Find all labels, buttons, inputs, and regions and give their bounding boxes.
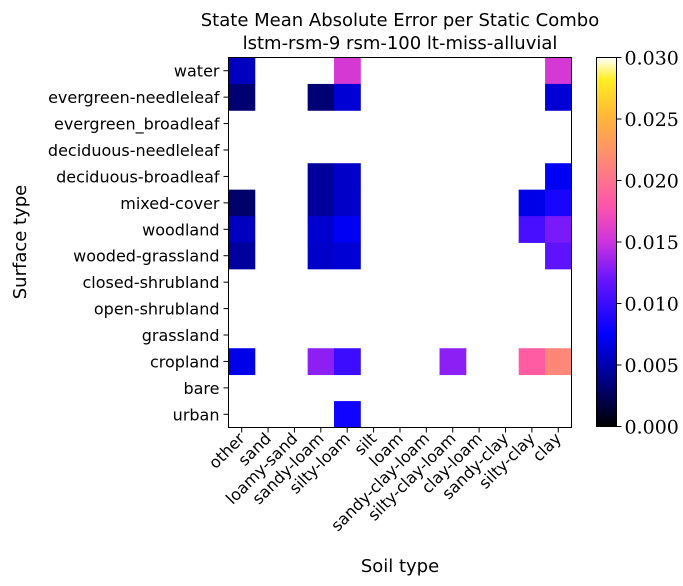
heatmap-cell (334, 242, 361, 270)
colorbar-tick-label: 0.010 (625, 294, 679, 316)
heatmap-cell (545, 83, 572, 111)
colorbar-ticks: 0.000 0.005 0.010 0.015 0.020 0.025 0.030 (616, 48, 679, 439)
heatmap-cell (228, 348, 256, 376)
colorbar-tick-label: 0.020 (625, 171, 679, 193)
y-tick-label: urban (173, 405, 220, 424)
y-tick-label: evergreen_broadleaf (54, 115, 220, 135)
heatmap-cell (307, 242, 335, 270)
colorbar (596, 57, 617, 427)
heatmap-cells (228, 57, 572, 428)
colorbar-tick-label: 0.015 (625, 232, 679, 254)
y-tick-label: grassland (142, 326, 220, 345)
heatmap-cell (334, 57, 361, 85)
x-tick-label: clay (529, 429, 565, 465)
y-tick-label: wooded-grassland (73, 247, 219, 266)
y-tick-label: deciduous-needleleaf (48, 141, 220, 160)
heatmap-cell (545, 216, 572, 243)
heatmap-cell (334, 83, 361, 111)
colorbar-tick-label: 0.030 (625, 48, 679, 70)
heatmap-cell (334, 216, 361, 243)
heatmap-cell (334, 163, 361, 191)
heatmap-cell (334, 348, 361, 376)
heatmap-cell (334, 401, 361, 428)
y-tick-label: closed-shrubland (82, 273, 219, 292)
colorbar-tick-label: 0.000 (625, 417, 679, 439)
heatmap-cell (228, 189, 256, 217)
heatmap-cell (307, 216, 335, 243)
x-axis-label: Soil type (361, 556, 439, 577)
y-tick-label: water (174, 62, 220, 81)
chart-subtitle: lstm-rsm-9 rsm-100 lt-miss-alluvial (243, 33, 558, 54)
heatmap-cell (228, 57, 256, 85)
heatmap-cell (228, 216, 256, 243)
x-tick-labels: othersandloamy-sandsandy-loamsilty-loams… (205, 427, 565, 535)
y-tick-label: open-shrubland (94, 300, 220, 319)
heatmap-cell (228, 242, 256, 270)
y-tick-label: evergreen-needleleaf (48, 88, 220, 107)
heatmap-cell (518, 216, 546, 243)
heatmap-cell (439, 348, 467, 376)
heatmap-cell (545, 163, 572, 191)
colorbar-tick-label: 0.005 (625, 355, 679, 377)
heatmap-cell (307, 163, 335, 191)
y-tick-label: bare (183, 379, 219, 398)
y-tick-label: mixed-cover (120, 194, 220, 213)
y-axis-label: Surface type (10, 185, 31, 300)
y-tick-label: cropland (150, 352, 220, 371)
heatmap-cell (545, 57, 572, 85)
y-tick-label: deciduous-broadleaf (56, 167, 220, 186)
heatmap-cell (518, 348, 546, 376)
heatmap-cell (545, 242, 572, 270)
plot-frame (228, 57, 572, 428)
chart-title: State Mean Absolute Error per Static Com… (201, 10, 600, 31)
heatmap-cell (545, 348, 572, 376)
y-tick-label: woodland (142, 220, 219, 239)
heatmap-cell (307, 83, 335, 111)
heatmap-cell (228, 83, 256, 111)
heatmap-cell (307, 189, 335, 217)
y-tick-labels: water evergreen-needleleaf evergreen_broad… (48, 62, 229, 424)
heatmap-cell (334, 189, 361, 217)
heatmap-cell (518, 189, 546, 217)
heatmap-cell (545, 189, 572, 217)
heatmap-cell (307, 348, 335, 376)
colorbar-tick-label: 0.025 (625, 109, 679, 131)
